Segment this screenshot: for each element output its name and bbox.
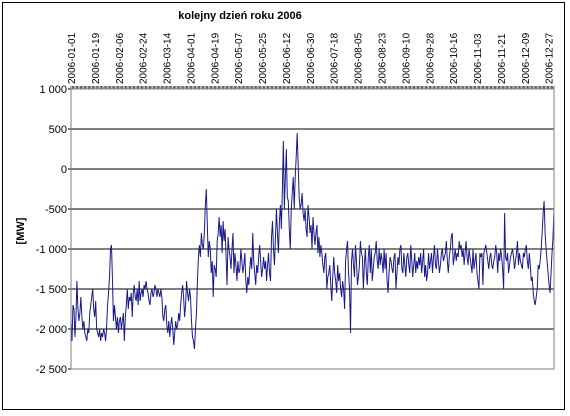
x-tick-label: 2006-09-10 xyxy=(401,32,412,84)
x-tick-label: 2006-04-01 xyxy=(186,32,197,84)
x-tick-label: 2006-05-25 xyxy=(258,32,269,84)
x-tick-label: 2006-11-03 xyxy=(473,33,484,84)
x-tick-label: 2006-01-19 xyxy=(91,32,102,84)
x-tick-label: 2006-12-27 xyxy=(545,32,556,84)
y-tick-label: 0 xyxy=(61,164,67,176)
y-tick-label: -2 500 xyxy=(36,364,67,376)
y-tick-label: -1 500 xyxy=(36,284,67,296)
x-tick-label: 2006-06-12 xyxy=(282,32,293,84)
series-group xyxy=(70,132,555,350)
y-tick-label: -500 xyxy=(45,204,67,216)
y-tick-label: 1 000 xyxy=(39,84,67,96)
x-tick-label: 2006-11-21 xyxy=(497,33,508,84)
x-tick-label: 2006-06-30 xyxy=(306,32,317,84)
plot-area-border xyxy=(70,88,555,370)
y-tick-label: 500 xyxy=(49,124,67,136)
x-tick-label: 2006-05-07 xyxy=(234,32,245,84)
x-tick-label: 2006-03-14 xyxy=(163,32,174,84)
series-line xyxy=(70,132,555,350)
x-tick-label: 2006-10-16 xyxy=(449,32,460,84)
x-tick-label: 2006-08-23 xyxy=(378,32,389,84)
x-tick-label: 2006-02-06 xyxy=(115,32,126,84)
x-tick-label: 2006-01-01 xyxy=(67,32,78,84)
x-tick-label: 2006-04-19 xyxy=(210,32,221,84)
x-tick-label: 2006-08-05 xyxy=(354,32,365,84)
y-tick-label: -2 000 xyxy=(36,324,67,336)
x-tick-label: 2006-12-09 xyxy=(521,32,532,84)
y-axis-label: [MW] xyxy=(15,217,27,244)
x-axis-ticks: 2006-01-01 2006-01-19 2006-02-06 2006-02-24… xyxy=(67,32,556,89)
y-axis-ticks: 1 000 500 0 -500 -1 000 -1 500 -2 000 -2 500 xyxy=(36,84,71,376)
x-tick-label: 2006-07-18 xyxy=(330,32,341,84)
chart-frame: kolejny dzień roku 2006 [MW] 1 000 500 0 -5… xyxy=(2,2,565,410)
x-tick-label: 2006-09-28 xyxy=(425,32,436,84)
chart-title: kolejny dzień roku 2006 xyxy=(178,10,302,22)
y-tick-label: -1 000 xyxy=(36,244,67,256)
line-chart: kolejny dzień roku 2006 [MW] 1 000 500 0 -5… xyxy=(15,10,556,376)
x-tick-label: 2006-02-24 xyxy=(139,32,150,84)
